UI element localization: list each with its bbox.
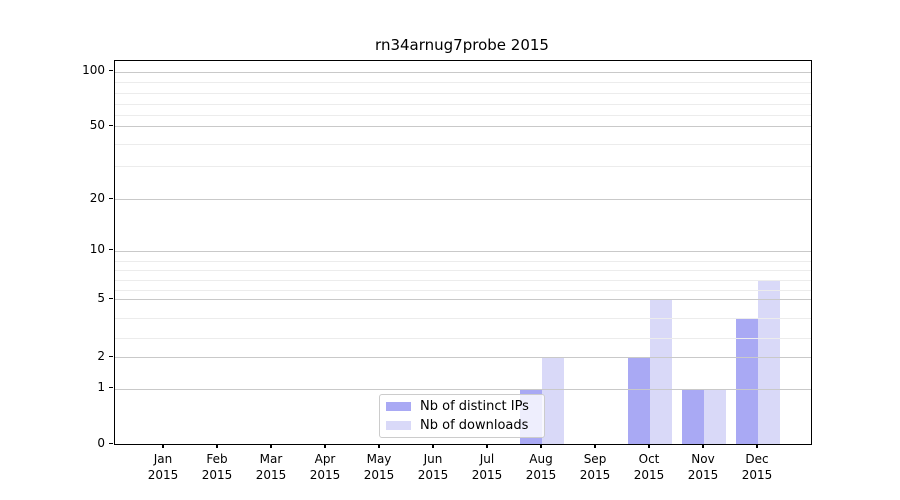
x-tick-mark — [756, 444, 758, 449]
x-tick-mark — [594, 444, 596, 449]
x-tick-label: Nov 2015 — [687, 452, 719, 482]
gridline-minor — [115, 115, 811, 116]
y-tick-mark — [109, 297, 113, 299]
y-tick-mark — [109, 124, 113, 126]
x-tick-mark — [270, 444, 272, 449]
x-tick-label: Aug 2015 — [525, 452, 557, 482]
y-tick-label: 0 — [97, 435, 105, 450]
y-tick-mark — [109, 387, 113, 389]
gridline-minor — [115, 82, 811, 83]
bar-downloads — [650, 299, 672, 444]
x-tick-label: Jul 2015 — [471, 452, 503, 482]
y-tick-mark — [109, 355, 113, 357]
legend-label-downloads: Nb of downloads — [420, 418, 529, 433]
x-tick-mark — [432, 444, 434, 449]
gridline-major — [115, 71, 811, 73]
bar-downloads — [704, 388, 726, 444]
gridline-major — [115, 126, 811, 127]
bar-downloads — [758, 279, 780, 444]
x-tick-mark — [648, 444, 650, 449]
chart-title: rn34arnug7probe 2015 — [375, 36, 549, 54]
y-tick-mark — [109, 442, 113, 444]
gridline-minor — [115, 166, 811, 167]
gridline-minor — [115, 318, 811, 320]
legend-entry-downloads: Nb of downloads — [386, 418, 538, 433]
x-tick-label: Mar 2015 — [255, 452, 287, 482]
x-tick-mark — [378, 444, 380, 449]
gridline-minor — [115, 279, 811, 281]
gridline-minor — [115, 260, 811, 262]
x-tick-label: Oct 2015 — [633, 452, 665, 482]
gridline-major — [115, 250, 811, 252]
y-tick-mark — [109, 197, 113, 199]
x-tick-label: Jan 2015 — [147, 452, 179, 482]
x-tick-label: Jun 2015 — [417, 452, 449, 482]
y-tick-label: 20 — [89, 190, 105, 205]
x-tick-label: Feb 2015 — [201, 452, 233, 482]
x-tick-label: Sep 2015 — [579, 452, 611, 482]
bar-distinct-ips — [736, 318, 758, 444]
legend-label-distinct-ips: Nb of distinct IPs — [420, 399, 529, 414]
x-tick-label: Apr 2015 — [309, 452, 341, 482]
plot-area — [114, 60, 812, 445]
legend-swatch-distinct-ips-icon — [386, 402, 411, 411]
bar-distinct-ips — [682, 388, 704, 444]
gridline-major — [115, 299, 811, 300]
y-tick-mark — [109, 249, 113, 251]
x-tick-mark — [324, 444, 326, 449]
x-tick-label: Dec 2015 — [741, 452, 773, 482]
legend: Nb of distinct IPs Nb of downloads — [379, 394, 545, 438]
y-tick-mark — [109, 70, 113, 72]
gridline-minor — [115, 93, 811, 94]
gridline-major — [115, 199, 811, 200]
y-tick-label: 5 — [97, 290, 105, 305]
x-tick-label: May 2015 — [363, 452, 395, 482]
y-tick-label: 1 — [97, 380, 105, 394]
gridline-minor — [115, 144, 811, 145]
gridline-major — [115, 357, 811, 358]
y-tick-label: 50 — [89, 117, 105, 132]
y-tick-label: 100 — [82, 63, 105, 77]
gridline-minor — [115, 104, 811, 105]
legend-entry-distinct-ips: Nb of distinct IPs — [386, 399, 538, 414]
gridline-minor — [115, 270, 811, 272]
bar-distinct-ips — [628, 357, 650, 444]
gridline-minor — [115, 289, 811, 291]
y-tick-label: 2 — [97, 348, 105, 363]
bar-downloads — [542, 357, 564, 444]
legend-swatch-downloads-icon — [386, 421, 411, 430]
y-tick-label: 10 — [89, 242, 105, 256]
gridline-minor — [115, 337, 811, 339]
x-tick-mark — [486, 444, 488, 449]
x-tick-mark — [540, 444, 542, 449]
x-tick-mark — [702, 444, 704, 449]
x-tick-mark — [216, 444, 218, 449]
x-tick-mark — [162, 444, 164, 449]
